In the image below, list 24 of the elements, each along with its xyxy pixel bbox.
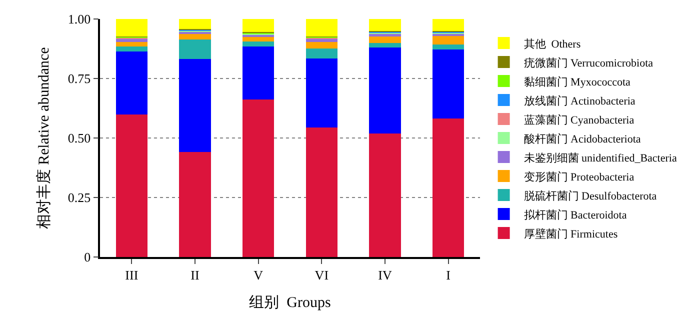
x-tick-label: IV <box>378 267 392 282</box>
x-tick-label: III <box>125 267 138 282</box>
legend-label: 厚壁菌门 Firmicutes <box>524 227 618 240</box>
x-tick-label: VI <box>314 267 329 282</box>
legend-label: 其他 Others <box>524 37 581 50</box>
x-tick-label: V <box>254 267 264 282</box>
legend-label: 未鉴别细菌 unidentified_Bacteria <box>524 151 677 164</box>
legend-label: 黏细菌门 Myxococcota <box>524 75 631 88</box>
y-tick-label: 1.00 <box>68 12 91 27</box>
legend-label: 酸杆菌门 Acidobacteriota <box>524 132 641 146</box>
x-axis-title: 组别 Groups <box>249 294 331 311</box>
y-tick-label: 0 <box>84 250 91 265</box>
legend-label: 蓝藻菌门 Cyanobacteria <box>524 113 634 126</box>
x-tick-label: I <box>446 267 450 282</box>
y-axis-title: 相对丰度 Relative abundance <box>36 46 53 229</box>
y-tick-label: 0.25 <box>68 190 91 206</box>
y-tick-label: 0.75 <box>68 71 91 86</box>
y-tick-label: 0.50 <box>68 130 91 146</box>
legend-label: 脱硫杆菌门 Desulfobacterota <box>524 189 657 202</box>
legend-label: 拟杆菌门 Bacteroidota <box>524 208 627 222</box>
legend-label: 变形菌门 Proteobacteria <box>524 170 634 184</box>
legend-label: 疣微菌门 Verrucomicrobiota <box>524 56 654 70</box>
x-tick-label: II <box>190 267 200 282</box>
legend-label: 放线菌门 Actinobacteria <box>524 94 636 108</box>
